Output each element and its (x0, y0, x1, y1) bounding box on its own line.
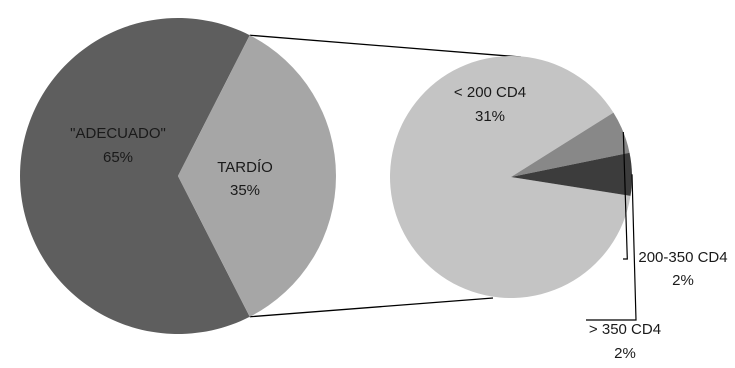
slice-value-lt200: 31% (475, 108, 505, 125)
slice-value-tardio: 35% (230, 182, 260, 199)
slice-value-adecuado: 65% (103, 149, 133, 166)
slice-350-cd4 (511, 152, 632, 196)
leader-200-350-cd4 (622, 131, 628, 260)
slice-label-gt350: > 350 CD4 (589, 321, 661, 338)
slice-value-gt350: 2% (614, 345, 636, 362)
slice-label-tardio: TARDÍO (217, 159, 273, 176)
connector-lines (249, 34, 522, 318)
sub-pie (389, 56, 632, 299)
slice-200-cd4 (389, 56, 631, 299)
slice-adecuado (20, 17, 250, 334)
leader-lines (586, 131, 637, 321)
slice-label-lt200: < 200 CD4 (454, 84, 526, 101)
slice-tard-o (178, 35, 337, 317)
leader-350-cd4 (586, 174, 637, 321)
slice-label-adecuado: "ADECUADO" (70, 125, 166, 142)
slice-value-200-350: 2% (672, 272, 694, 289)
main-pie (20, 17, 337, 334)
slice-label-200-350: 200-350 CD4 (638, 249, 727, 266)
connector-bottom (249, 297, 494, 318)
connector-top (249, 34, 522, 58)
slice-200-350-cd4 (511, 112, 630, 177)
